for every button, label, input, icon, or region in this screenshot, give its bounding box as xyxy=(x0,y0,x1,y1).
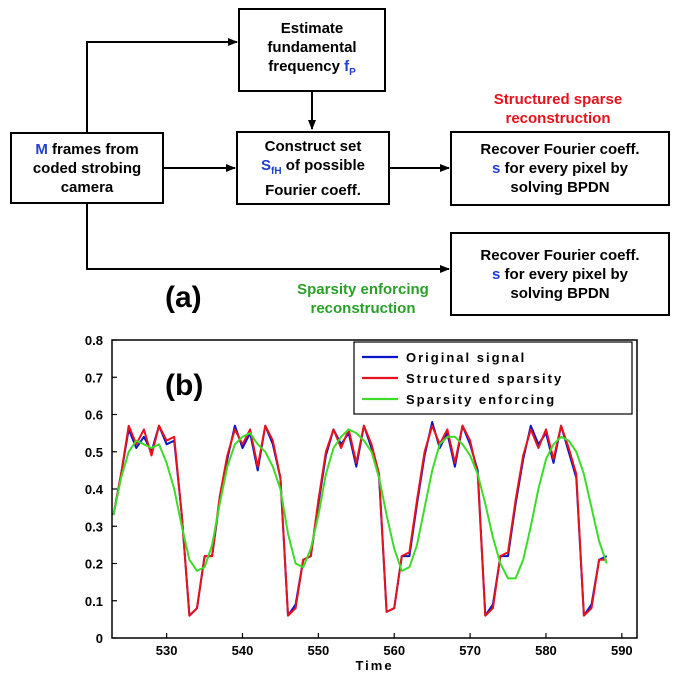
panel-b-label: (b) xyxy=(165,369,203,402)
legend: Original signal Structured sparsity Sparsi… xyxy=(353,341,633,415)
x-tick-label: 570 xyxy=(459,643,481,658)
legend-label: Structured sparsity xyxy=(406,371,563,386)
x-tick-label: 590 xyxy=(611,643,633,658)
series-layer xyxy=(112,421,608,617)
y-tick-label: 0.3 xyxy=(85,519,103,534)
legend-label: Sparsity enforcing xyxy=(406,392,556,407)
series-line-1 xyxy=(112,424,607,617)
arrow-to-estimate xyxy=(86,38,238,132)
y-tick-label: 0 xyxy=(96,631,103,646)
arrow-to-recover-bottom xyxy=(86,203,450,273)
sparsity-enforcing-label: Sparsity enforcing reconstruction xyxy=(297,281,429,317)
line-chart: 530 540 550 560 570 580 590 0 0.1 0.2 0.3 0.4 0.5 0.6… xyxy=(85,333,638,673)
series-line-2 xyxy=(112,428,608,580)
y-tick-label: 0.8 xyxy=(85,333,103,348)
x-tick-label: 560 xyxy=(383,643,405,658)
ticks-layer: 530 540 550 560 570 580 590 0 0.1 0.2 0.3 0.4 0.5 0.6… xyxy=(85,333,633,658)
legend-box xyxy=(353,341,633,415)
x-tick-label: 550 xyxy=(308,643,330,658)
diagram-arrows xyxy=(86,38,450,273)
input-frames-box: M frames from coded strobing camera xyxy=(10,132,164,204)
estimate-frequency-box: Estimate fundamental frequency fP xyxy=(238,8,386,92)
x-axis-label: Time xyxy=(355,658,393,673)
structured-sparse-label: Structured sparse reconstruction xyxy=(493,91,623,127)
y-tick-label: 0.5 xyxy=(85,445,103,460)
x-tick-label: 580 xyxy=(535,643,557,658)
y-tick-label: 0.1 xyxy=(85,594,103,609)
recover-box-bottom: Recover Fourier coeff. s for every pixel… xyxy=(450,232,670,316)
legend-label: Original signal xyxy=(406,350,526,365)
recover-box-top: Recover Fourier coeff. s for every pixel… xyxy=(450,131,670,206)
y-tick-label: 0.4 xyxy=(85,482,104,497)
panel-a-label: (a) xyxy=(165,281,202,314)
x-tick-label: 540 xyxy=(232,643,254,658)
y-tick-label: 0.2 xyxy=(85,557,103,572)
y-tick-label: 0.7 xyxy=(85,370,103,385)
y-tick-label: 0.6 xyxy=(85,408,103,423)
x-tick-label: 530 xyxy=(156,643,178,658)
construct-set-box: Construct set SfH of possible Fourier co… xyxy=(236,131,390,205)
